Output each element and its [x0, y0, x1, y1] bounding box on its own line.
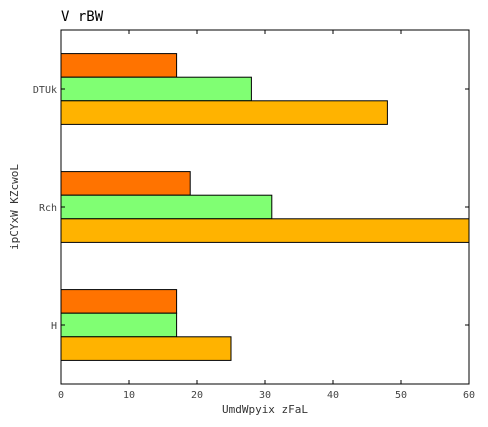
chart-title: V rBW — [61, 9, 104, 25]
x-tick-label: 30 — [259, 390, 271, 401]
bar — [60, 53, 178, 78]
y-axis-label: ipCYxW KZcwoL — [8, 164, 21, 250]
x-ticks: 0 10 20 30 40 50 60 — [58, 30, 475, 401]
y-tick-label: DTUk — [33, 85, 57, 96]
x-tick-label: 60 — [463, 390, 475, 401]
bar — [60, 100, 388, 125]
y-ticks: DTUk Rch H — [33, 85, 469, 332]
y-tick-label: H — [51, 321, 57, 332]
x-tick-label: 40 — [327, 390, 339, 401]
bar — [60, 194, 273, 220]
bars-layer — [60, 53, 470, 361]
bar — [60, 76, 252, 102]
x-tick-label: 20 — [191, 390, 203, 401]
x-tick-label: 10 — [123, 390, 135, 401]
bar — [60, 312, 178, 338]
x-tick-label: 50 — [395, 390, 407, 401]
bar — [60, 171, 191, 196]
x-axis-label: UmdWpyix zFaL — [222, 403, 308, 416]
x-tick-label: 0 — [58, 390, 64, 401]
bar — [60, 218, 470, 243]
bar — [60, 289, 178, 314]
y-tick-label: Rch — [39, 203, 57, 214]
bar — [60, 336, 232, 361]
